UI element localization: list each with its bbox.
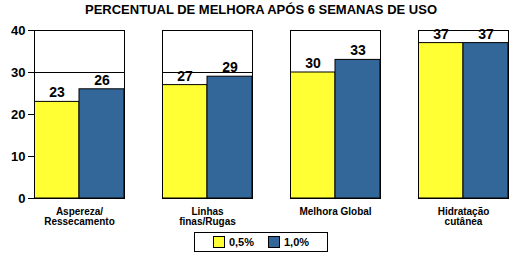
svg-text:37: 37 (478, 26, 494, 42)
svg-text:30: 30 (305, 55, 321, 71)
svg-text:20: 20 (11, 107, 25, 122)
html-text:1,0%: 1,0% (284, 236, 310, 248)
svg-text:37: 37 (433, 26, 449, 42)
svg-text:0: 0 (18, 191, 25, 206)
svg-text:23: 23 (49, 84, 65, 100)
svg-text:Aspereza/Ressecamento: Aspereza/Ressecamento (44, 206, 115, 227)
svg-text:40: 40 (11, 23, 25, 38)
svg-text:26: 26 (94, 72, 110, 88)
svg-text:30: 30 (11, 65, 25, 80)
svg-text:10: 10 (11, 149, 25, 164)
svg-text:33: 33 (350, 42, 366, 58)
html-text:PERCENTUAL DE MELHORA APÓS 6 S: PERCENTUAL DE MELHORA APÓS 6 SEMANAS DE … (85, 2, 437, 17)
svg-text:27: 27 (177, 68, 193, 84)
svg-text:Linhasfinas/Rugas: Linhasfinas/Rugas (179, 206, 236, 227)
svg-text:Hidrataçãocutânea: Hidrataçãocutânea (438, 206, 490, 227)
svg-text:Melhora Global: Melhora Global (299, 206, 371, 217)
html-text:0,5%: 0,5% (228, 236, 254, 248)
svg-text:29: 29 (222, 59, 238, 75)
